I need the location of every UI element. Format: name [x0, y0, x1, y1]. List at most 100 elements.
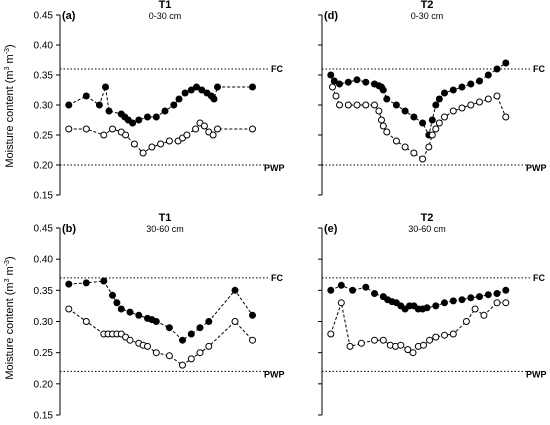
- data-point-filled: [337, 281, 345, 289]
- data-point-filled: [175, 95, 183, 103]
- data-point-open: [200, 122, 208, 130]
- data-point-filled: [82, 279, 90, 287]
- data-point-filled: [362, 283, 370, 291]
- data-point-open: [336, 101, 343, 109]
- data-point-filled: [198, 86, 206, 94]
- data-point-open: [344, 101, 352, 109]
- data-point-open: [231, 318, 239, 325]
- data-point-filled: [392, 101, 400, 109]
- panel-title: T1: [159, 212, 172, 224]
- y-tick-label: 0.15: [34, 411, 54, 422]
- data-point-filled: [419, 119, 427, 127]
- panel-title: T1: [159, 0, 172, 11]
- data-point-open: [379, 336, 387, 344]
- data-point-open: [428, 131, 436, 139]
- panel-subtitle: 0-30 cm: [411, 11, 444, 21]
- data-point-filled: [117, 305, 125, 313]
- data-point-open: [379, 122, 387, 130]
- y-tick-label: 0.30: [34, 101, 54, 112]
- data-point-open: [192, 125, 200, 133]
- data-point-filled: [432, 302, 440, 310]
- data-point-filled: [129, 119, 137, 127]
- data-point-filled: [344, 78, 352, 86]
- data-point-open: [371, 101, 378, 109]
- y-tick-label: 0.45: [34, 11, 54, 22]
- data-point-open: [196, 349, 204, 357]
- data-point-open: [157, 140, 165, 148]
- pwp-label: PWP: [264, 163, 285, 173]
- data-point-filled: [102, 83, 109, 91]
- data-point-filled: [105, 107, 113, 115]
- data-point-open: [249, 336, 256, 344]
- data-point-open: [435, 119, 443, 127]
- data-point-open: [441, 113, 448, 121]
- data-point-open: [109, 125, 116, 133]
- data-point-filled: [65, 280, 73, 288]
- data-point-open: [378, 116, 385, 124]
- data-point-open: [462, 318, 470, 325]
- data-point-filled: [82, 92, 90, 100]
- data-point-filled: [135, 116, 143, 124]
- data-point-filled: [109, 291, 116, 299]
- data-point-filled: [152, 113, 160, 121]
- data-point-filled: [161, 107, 169, 115]
- panel-a: 0.15 0.20 0.25 0.30 0.35 0.40 0.45 FC PWP (a) T10-…: [34, 0, 285, 202]
- fc-label: FC: [533, 273, 545, 283]
- data-point-filled: [401, 107, 409, 115]
- data-point-open: [214, 125, 221, 133]
- data-point-open: [249, 125, 256, 133]
- data-point-open: [449, 330, 457, 338]
- data-point-open: [371, 336, 378, 344]
- data-point-filled: [135, 311, 143, 319]
- data-point-filled: [353, 76, 361, 84]
- data-point-open: [332, 92, 340, 100]
- y-tick-label: 0.25: [34, 348, 54, 359]
- data-point-open: [401, 143, 409, 151]
- data-point-filled: [327, 286, 335, 294]
- data-point-open: [346, 342, 354, 350]
- data-point-filled: [210, 95, 218, 103]
- data-point-open: [383, 128, 391, 136]
- data-point-filled: [152, 318, 160, 325]
- y-tick-label: 0.25: [34, 131, 54, 142]
- data-point-open: [357, 339, 365, 347]
- data-point-open: [82, 125, 90, 133]
- data-point-open: [152, 349, 160, 357]
- data-point-filled: [441, 89, 448, 97]
- data-point-filled: [432, 101, 440, 109]
- data-point-open: [409, 349, 417, 357]
- panel-title: T2: [421, 0, 434, 11]
- data-point-filled: [100, 277, 108, 285]
- data-point-filled: [502, 59, 510, 67]
- data-point-open: [410, 149, 418, 157]
- data-point-open: [139, 149, 147, 157]
- data-point-open: [392, 137, 400, 145]
- data-point-filled: [349, 286, 357, 294]
- data-point-open: [362, 101, 370, 109]
- y-tick-label: 0.15: [34, 191, 54, 202]
- data-point-open: [441, 331, 448, 339]
- data-point-open: [375, 107, 383, 115]
- data-point-open: [397, 341, 405, 349]
- data-point-open: [165, 352, 173, 360]
- series-line-open: [68, 308, 253, 366]
- data-point-open: [329, 83, 336, 91]
- data-point-filled: [126, 308, 134, 316]
- data-point-filled: [467, 80, 475, 88]
- data-point-filled: [249, 83, 256, 91]
- data-point-filled: [484, 71, 492, 79]
- panel-letter: (b): [62, 223, 76, 235]
- data-point-filled: [196, 324, 204, 332]
- data-point-open: [425, 143, 433, 151]
- data-point-open: [179, 361, 186, 369]
- panel-subtitle: 30-60 cm: [408, 224, 446, 234]
- data-point-filled: [476, 293, 483, 301]
- fc-label: FC: [533, 64, 545, 74]
- y-axis-label: Moisture content (m3 m-3): [4, 256, 16, 379]
- data-point-open: [502, 113, 510, 121]
- data-point-filled: [65, 101, 73, 109]
- data-point-filled: [441, 299, 448, 307]
- fc-label: FC: [271, 64, 283, 74]
- data-point-open: [148, 143, 156, 151]
